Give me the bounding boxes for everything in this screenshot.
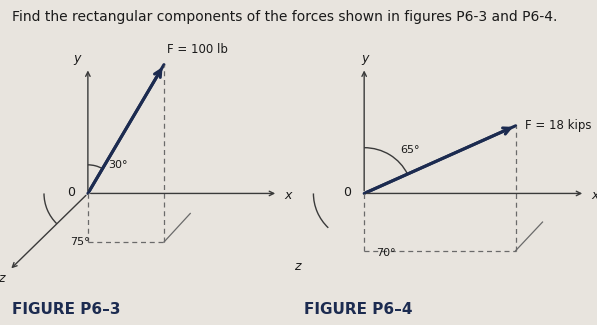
Text: 0: 0 (343, 186, 351, 199)
Text: z: z (0, 272, 4, 285)
Text: FIGURE P6–3: FIGURE P6–3 (12, 302, 121, 317)
Text: 65°: 65° (400, 145, 420, 155)
Text: 70°: 70° (376, 248, 396, 258)
Text: FIGURE P6–4: FIGURE P6–4 (304, 302, 413, 317)
Text: 0: 0 (67, 186, 75, 199)
Text: z: z (294, 260, 300, 273)
Text: F = 18 kips: F = 18 kips (525, 119, 591, 132)
Text: Find the rectangular components of the forces shown in figures P6-3 and P6-4.: Find the rectangular components of the f… (12, 10, 558, 24)
Text: y: y (73, 52, 81, 65)
Text: F = 100 lb: F = 100 lb (167, 43, 227, 56)
Text: x: x (284, 189, 291, 202)
Text: 30°: 30° (109, 160, 128, 170)
Text: x: x (591, 189, 597, 202)
Text: y: y (361, 52, 368, 65)
Text: 75°: 75° (70, 237, 90, 247)
